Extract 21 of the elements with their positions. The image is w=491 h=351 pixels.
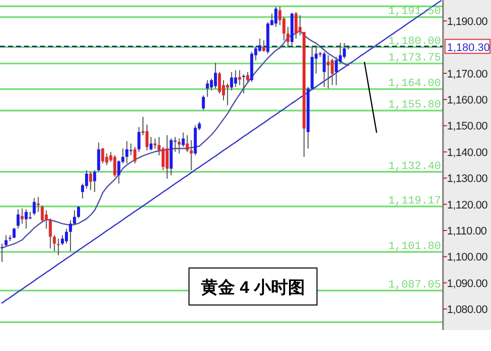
- y-tick-label: 1,190.00: [447, 16, 488, 28]
- ref-line-label: 1,155.80: [388, 100, 441, 112]
- ref-line-label: 1,132.40: [388, 160, 441, 173]
- y-tick-label: 1,160.00: [447, 94, 488, 107]
- ref-line-label: 1,119.17: [388, 195, 441, 208]
- y-tick-label: 1,170.00: [447, 68, 488, 80]
- y-tick-label: 1,080.00: [447, 304, 488, 316]
- title: 黄金 4 小时图: [188, 268, 318, 306]
- y-tick-label: 1,140.00: [447, 146, 488, 159]
- y-tick-label: 1,090.00: [447, 278, 488, 290]
- ref-line-label: 1,173.75: [388, 52, 441, 65]
- y-tick-label: 1,150.00: [447, 120, 488, 133]
- ref-line-label: 1,087.05: [388, 280, 441, 292]
- y-tick-label: 1,120.00: [447, 199, 488, 212]
- y-tick-label: 1,110.00: [447, 225, 487, 238]
- y-tick-label: 1,100.00: [447, 252, 488, 264]
- ref-line-label: 1,180.30: [447, 42, 490, 54]
- ref-line-label: 1,180.00: [388, 36, 441, 48]
- ref-line-label: 1,101.80: [388, 240, 441, 253]
- ref-line-label: 1,164.00: [388, 78, 441, 90]
- y-tick-label: 1,130.00: [447, 173, 488, 186]
